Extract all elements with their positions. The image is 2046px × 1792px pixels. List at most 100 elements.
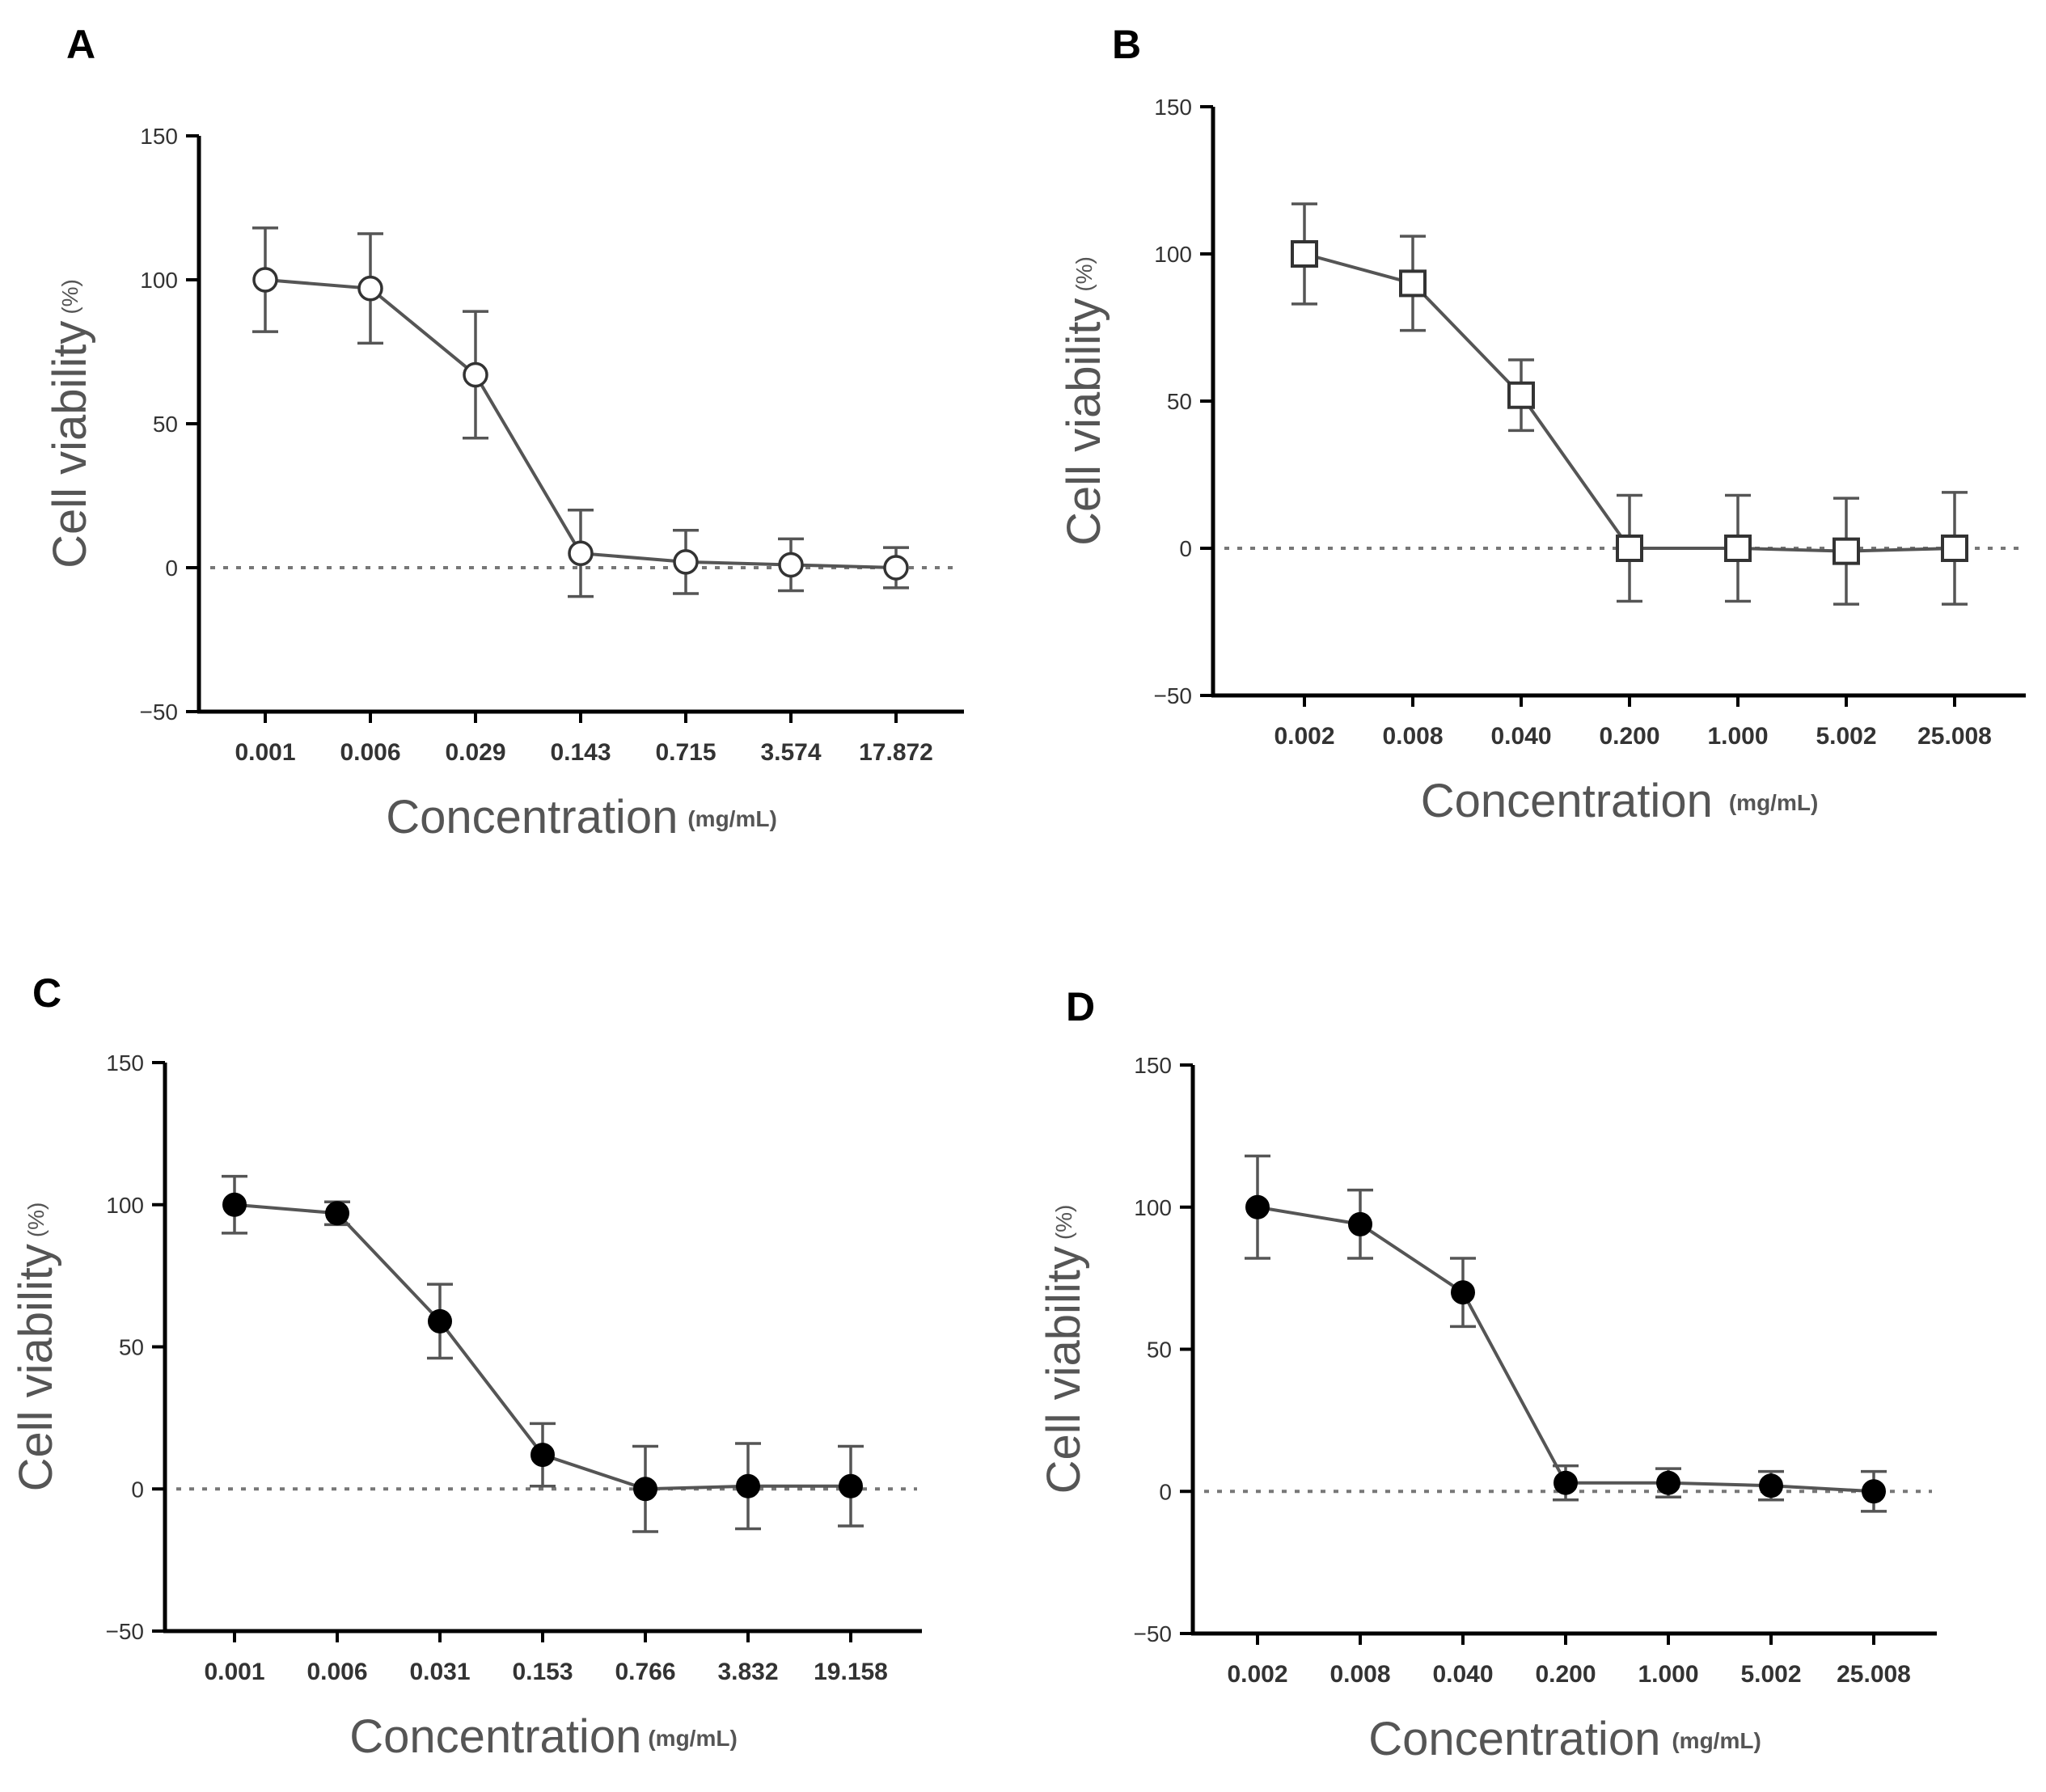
y-axis-title: Cell viability (%): [1038, 1205, 1090, 1494]
x-tick-label: 0.001: [235, 739, 295, 766]
panel-label: D: [1066, 984, 1095, 1029]
chart-panel-c: C −50 0 50 100 150 0.001 0.006 0.031 0.153 0.766 3.…: [10, 970, 922, 1763]
x-axis-title: Concentration (mg/mL): [1368, 1713, 1761, 1765]
x-tick-label: 0.766: [615, 1659, 675, 1685]
x-tick-label: 1.000: [1707, 723, 1768, 750]
x-axis-unit: (mg/mL): [648, 1726, 737, 1751]
y-axis-title-text: Cell viability: [1038, 1246, 1090, 1494]
data-point: [1399, 269, 1427, 298]
data-point: [252, 267, 278, 293]
x-tick-label: 0.002: [1274, 723, 1334, 750]
y-axis-title: Cell viability (%): [10, 1202, 62, 1492]
x-tick-label: 5.002: [1740, 1661, 1801, 1688]
x-tick-label: 25.008: [1837, 1661, 1911, 1688]
data-point: [883, 555, 909, 581]
x-tick-label: 0.006: [306, 1659, 367, 1685]
data-point: [1291, 240, 1318, 268]
x-tick-label: 0.006: [340, 739, 400, 766]
data-point: [428, 1308, 452, 1333]
y-tick-label: −50: [1134, 1621, 1173, 1646]
data-point: [1348, 1211, 1372, 1236]
panel-label: B: [1112, 22, 1141, 67]
data-point: [1507, 381, 1535, 409]
x-axis-title: Concentration (mg/mL): [386, 791, 777, 843]
y-tick-label: 100: [140, 268, 178, 293]
y-tick-label: 0: [131, 1477, 144, 1502]
x-tick-label: 17.872: [859, 739, 933, 766]
y-tick-label: −50: [1154, 683, 1193, 708]
data-point: [736, 1473, 760, 1498]
y-tick-label: 150: [1154, 95, 1192, 120]
chart-panel-a: A −50 0 50 100 150 0.001 0.006 0.029 0.143 0.715 3.…: [44, 22, 964, 843]
y-tick-label: 50: [1147, 1338, 1172, 1363]
x-tick-label: 0.008: [1329, 1661, 1390, 1688]
y-tick-label: −50: [140, 699, 179, 725]
x-axis-title-text: Concentration: [386, 791, 678, 843]
x-axis-title: Concentration (mg/mL): [1421, 775, 1819, 827]
data-point: [1245, 1194, 1270, 1219]
y-axis-title-text: Cell viability: [44, 321, 96, 568]
x-tick-label: 0.715: [655, 739, 716, 766]
chart-panel-d: D −50 0 50 100 150 0.002 0.008 0.040 0.200 1.000 5.…: [1038, 984, 1937, 1765]
x-tick-label: 0.040: [1490, 723, 1551, 750]
y-axis-title-text: Cell viability: [1058, 298, 1110, 546]
x-axis-title-text: Concentration: [349, 1710, 641, 1763]
x-axis-unit: (mg/mL): [1729, 790, 1818, 815]
y-tick-label: 150: [1134, 1053, 1172, 1078]
chart-panel-b: B −50 0 50 100 150 0.002 0.008 0.040 0.200 1.000 5.…: [1058, 22, 2026, 827]
y-axis-unit: (%): [1072, 256, 1097, 292]
y-tick-label: 150: [140, 124, 178, 149]
data-point: [1833, 537, 1860, 565]
data-point: [1759, 1473, 1783, 1498]
y-tick-label: 0: [1159, 1479, 1172, 1504]
x-tick-label: 3.574: [760, 739, 821, 766]
y-tick-label: 150: [106, 1050, 144, 1076]
data-point: [839, 1473, 863, 1498]
data-point: [357, 275, 383, 302]
x-tick-label: 3.832: [717, 1659, 778, 1685]
x-tick-label: 0.143: [550, 739, 611, 766]
y-tick-label: 50: [1167, 389, 1192, 414]
y-tick-label: −50: [106, 1619, 145, 1644]
data-point: [673, 549, 699, 575]
x-tick-label: 0.031: [409, 1659, 470, 1685]
y-tick-label: 0: [165, 556, 178, 581]
y-axis-unit: (%): [23, 1202, 49, 1238]
data-point: [1941, 535, 1968, 562]
data-point: [463, 361, 488, 388]
y-tick-label: 100: [106, 1193, 144, 1218]
x-tick-label: 0.200: [1599, 723, 1659, 750]
x-tick-label: 0.040: [1432, 1661, 1493, 1688]
data-point: [568, 540, 594, 566]
x-tick-label: 0.001: [204, 1659, 264, 1685]
x-axis-unit: (mg/mL): [1672, 1728, 1761, 1753]
y-tick-label: 100: [1134, 1195, 1172, 1220]
x-axis-title: Concentration (mg/mL): [349, 1710, 738, 1763]
data-point: [1656, 1470, 1680, 1495]
data-point: [1862, 1479, 1886, 1504]
x-tick-label: 19.158: [814, 1659, 888, 1685]
data-point: [1451, 1280, 1475, 1305]
x-tick-label: 1.000: [1638, 1661, 1698, 1688]
x-tick-label: 25.008: [1917, 723, 1992, 750]
data-point: [531, 1443, 555, 1468]
x-tick-label: 0.153: [512, 1659, 573, 1685]
x-axis-title-text: Concentration: [1368, 1713, 1660, 1765]
y-axis-title-text: Cell viability: [10, 1244, 62, 1491]
data-point: [1554, 1470, 1578, 1495]
y-axis-title: Cell viability (%): [44, 279, 96, 568]
data-point: [633, 1477, 657, 1502]
x-axis-unit: (mg/mL): [687, 806, 776, 831]
x-tick-label: 0.002: [1227, 1661, 1287, 1688]
y-tick-label: 50: [153, 412, 178, 437]
panel-label: A: [66, 22, 95, 67]
y-axis-title: Cell viability (%): [1058, 256, 1110, 546]
data-point: [778, 552, 804, 578]
y-axis-unit: (%): [57, 279, 82, 315]
data-point: [1724, 535, 1752, 562]
x-tick-label: 0.200: [1535, 1661, 1596, 1688]
x-tick-label: 0.008: [1382, 723, 1443, 750]
panel-label: C: [32, 970, 61, 1016]
